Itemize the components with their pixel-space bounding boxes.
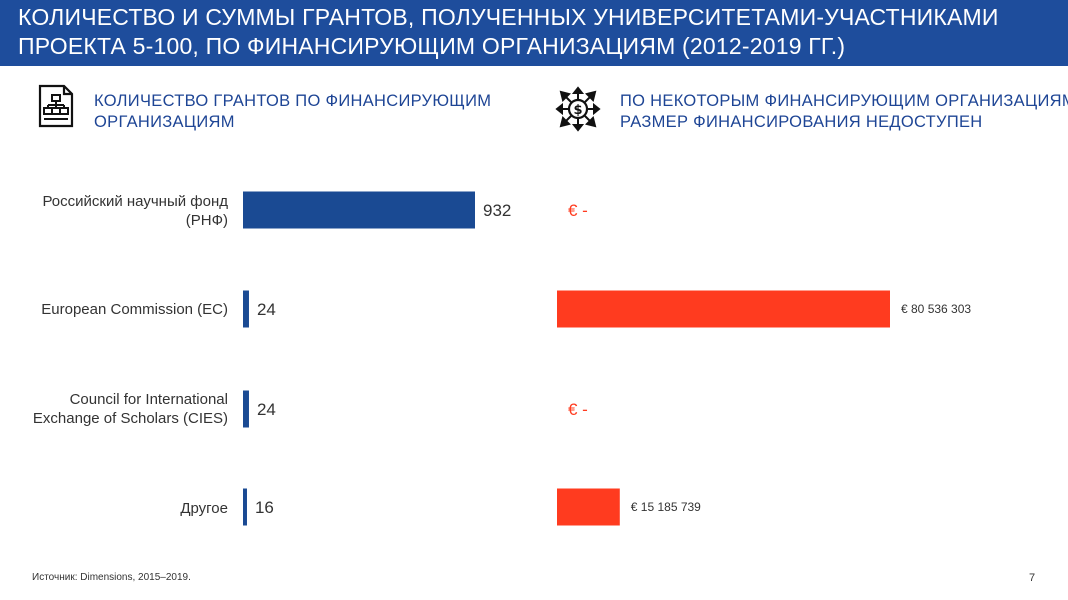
category-label-line: Российский научный фонд: [42, 193, 228, 210]
header-title-line-2: ПРОЕКТА 5-100, ПО ФИНАНСИРУЮЩИМ ОРГАНИЗА…: [18, 33, 846, 59]
right-section-title: ПО НЕКОТОРЫМ ФИНАНСИРУЮЩИМ ОРГАНИЗАЦИЯМ …: [620, 91, 1068, 133]
header-title-line-1: КОЛИЧЕСТВО И СУММЫ ГРАНТОВ, ПОЛУЧЕННЫХ У…: [18, 4, 999, 30]
money-distribution-icon: $: [555, 86, 601, 132]
header-banner: КОЛИЧЕСТВО И СУММЫ ГРАНТОВ, ПОЛУЧЕННЫХ У…: [0, 0, 1068, 66]
grant-count-bar: [243, 191, 475, 229]
right-section-title-line-2: РАЗМЕР ФИНАНСИРОВАНИЯ НЕДОСТУПЕН: [620, 113, 983, 131]
category-label-ec: European Commission (EC): [41, 300, 228, 319]
grant-count-value-label: 932: [483, 201, 511, 220]
category-label-line: Другое: [180, 500, 228, 517]
grant-count-bar: [243, 488, 247, 526]
grant-count-value-label: 24: [257, 300, 276, 319]
category-label-line: European Commission (EC): [41, 301, 228, 318]
funding-unavailable-label: € -: [568, 201, 588, 220]
category-label-other: Другое: [180, 499, 228, 518]
funding-amount-bar: [557, 290, 890, 328]
category-label-rnf: Российский научный фонд (РНФ): [42, 192, 228, 230]
grant-count-value-label: 16: [255, 498, 274, 517]
org-chart-document-icon: [38, 84, 74, 128]
funding-unavailable-label: € -: [568, 400, 588, 419]
left-section-title-line-1: КОЛИЧЕСТВО ГРАНТОВ ПО ФИНАНСИРУЮЩИМ: [94, 92, 492, 110]
left-section-title-line-2: ОРГАНИЗАЦИЯМ: [94, 113, 235, 131]
left-section-title: КОЛИЧЕСТВО ГРАНТОВ ПО ФИНАНСИРУЮЩИМ ОРГА…: [94, 91, 491, 133]
category-label-line: Exchange of Scholars (CIES): [32, 410, 228, 427]
category-label-cies: Council for International Exchange of Sc…: [33, 390, 228, 428]
funding-amount-value-label: € 15 185 739: [631, 500, 701, 514]
category-label-line: (РНФ): [185, 212, 228, 229]
page-number: 7: [1029, 572, 1036, 584]
funding-amount-bar: [557, 488, 620, 526]
grant-count-bar: [243, 390, 249, 428]
footer-source: Источник: Dimensions, 2015–2019.: [32, 572, 191, 583]
grant-count-value-label: 24: [257, 400, 276, 419]
grant-count-bar: [243, 290, 249, 328]
right-section-title-line-1: ПО НЕКОТОРЫМ ФИНАНСИРУЮЩИМ ОРГАНИЗАЦИЯМ: [620, 92, 1068, 110]
category-label-line: Council for International: [69, 391, 228, 408]
funding-amount-value-label: € 80 536 303: [901, 302, 971, 316]
svg-text:$: $: [573, 103, 582, 118]
